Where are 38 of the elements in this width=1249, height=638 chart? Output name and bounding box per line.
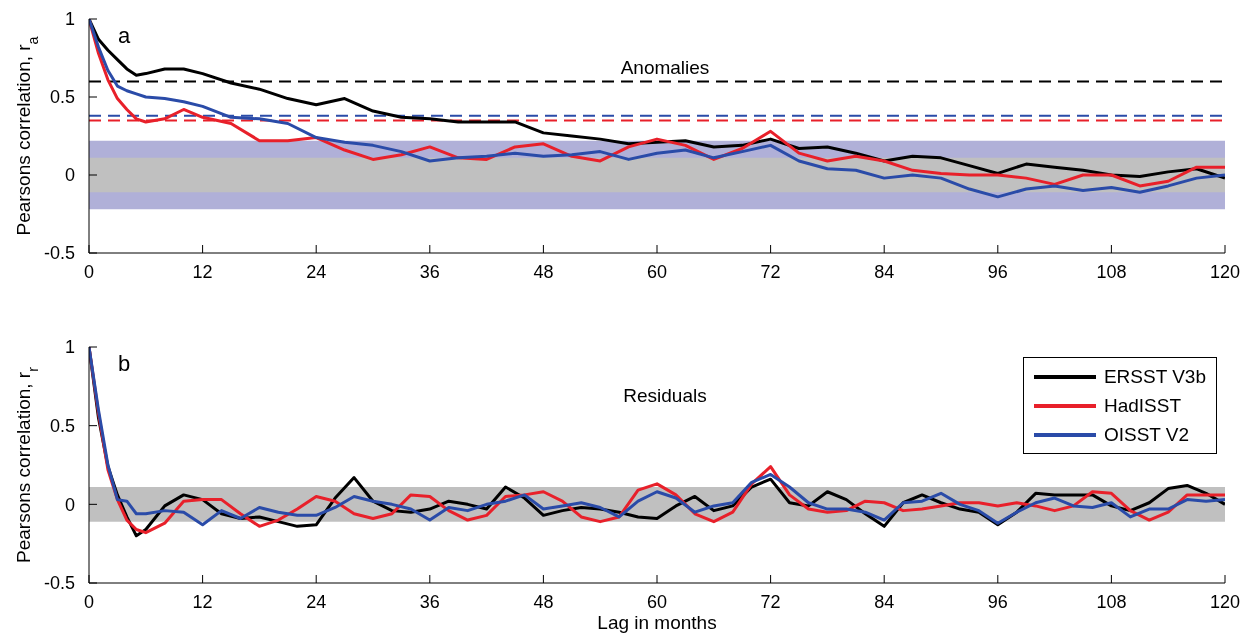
y-tick-label: 0 (64, 494, 75, 515)
x-tick-label: 24 (306, 261, 327, 282)
x-tick-label: 60 (646, 591, 668, 612)
annotation: b (118, 351, 131, 377)
y-tick-label: 0.5 (49, 416, 75, 437)
text: Residuals (623, 385, 707, 406)
y-tick-label: 0 (64, 165, 75, 186)
x-tick-label: 48 (533, 591, 554, 612)
x-tick-label: 72 (760, 591, 781, 612)
x-tick-label: 84 (874, 261, 895, 282)
x-tick-label: 120 (1209, 591, 1241, 612)
y-tick-label: 1 (64, 337, 75, 358)
y-tick-label: -0.5 (43, 243, 75, 264)
x-tick-label: 108 (1096, 591, 1127, 612)
x-tick-label: 96 (987, 591, 1008, 612)
x-tick-label: 36 (419, 591, 440, 612)
x-tick-label: 84 (874, 591, 895, 612)
legend-label: HadISST (1103, 394, 1181, 417)
legend-label: OISST V2 (1103, 423, 1190, 446)
x-tick-label: 96 (987, 261, 1008, 282)
y-tick-label: 1 (64, 9, 75, 30)
x-tick-label: 120 (1209, 261, 1241, 282)
legend-label: ERSST V3b (1103, 365, 1206, 388)
x-tick-label: 0 (83, 591, 95, 612)
x-tick-label: 72 (760, 261, 781, 282)
x-tick-label: 36 (419, 261, 440, 282)
x-tick-label: 108 (1096, 261, 1127, 282)
annotation: a (118, 23, 131, 49)
x-tick-label: 48 (533, 261, 554, 282)
x-tick-label: 0 (83, 261, 95, 282)
x-tick-label: 12 (192, 591, 213, 612)
x-tick-label: 60 (646, 261, 668, 282)
y-tick-label: 0.5 (49, 87, 75, 108)
x-axis-title: Lag in months (597, 612, 717, 633)
text: Anomalies (619, 57, 711, 79)
y-tick-label: -0.5 (43, 573, 75, 594)
x-tick-label: 12 (192, 261, 213, 282)
x-tick-label: 24 (306, 591, 327, 612)
